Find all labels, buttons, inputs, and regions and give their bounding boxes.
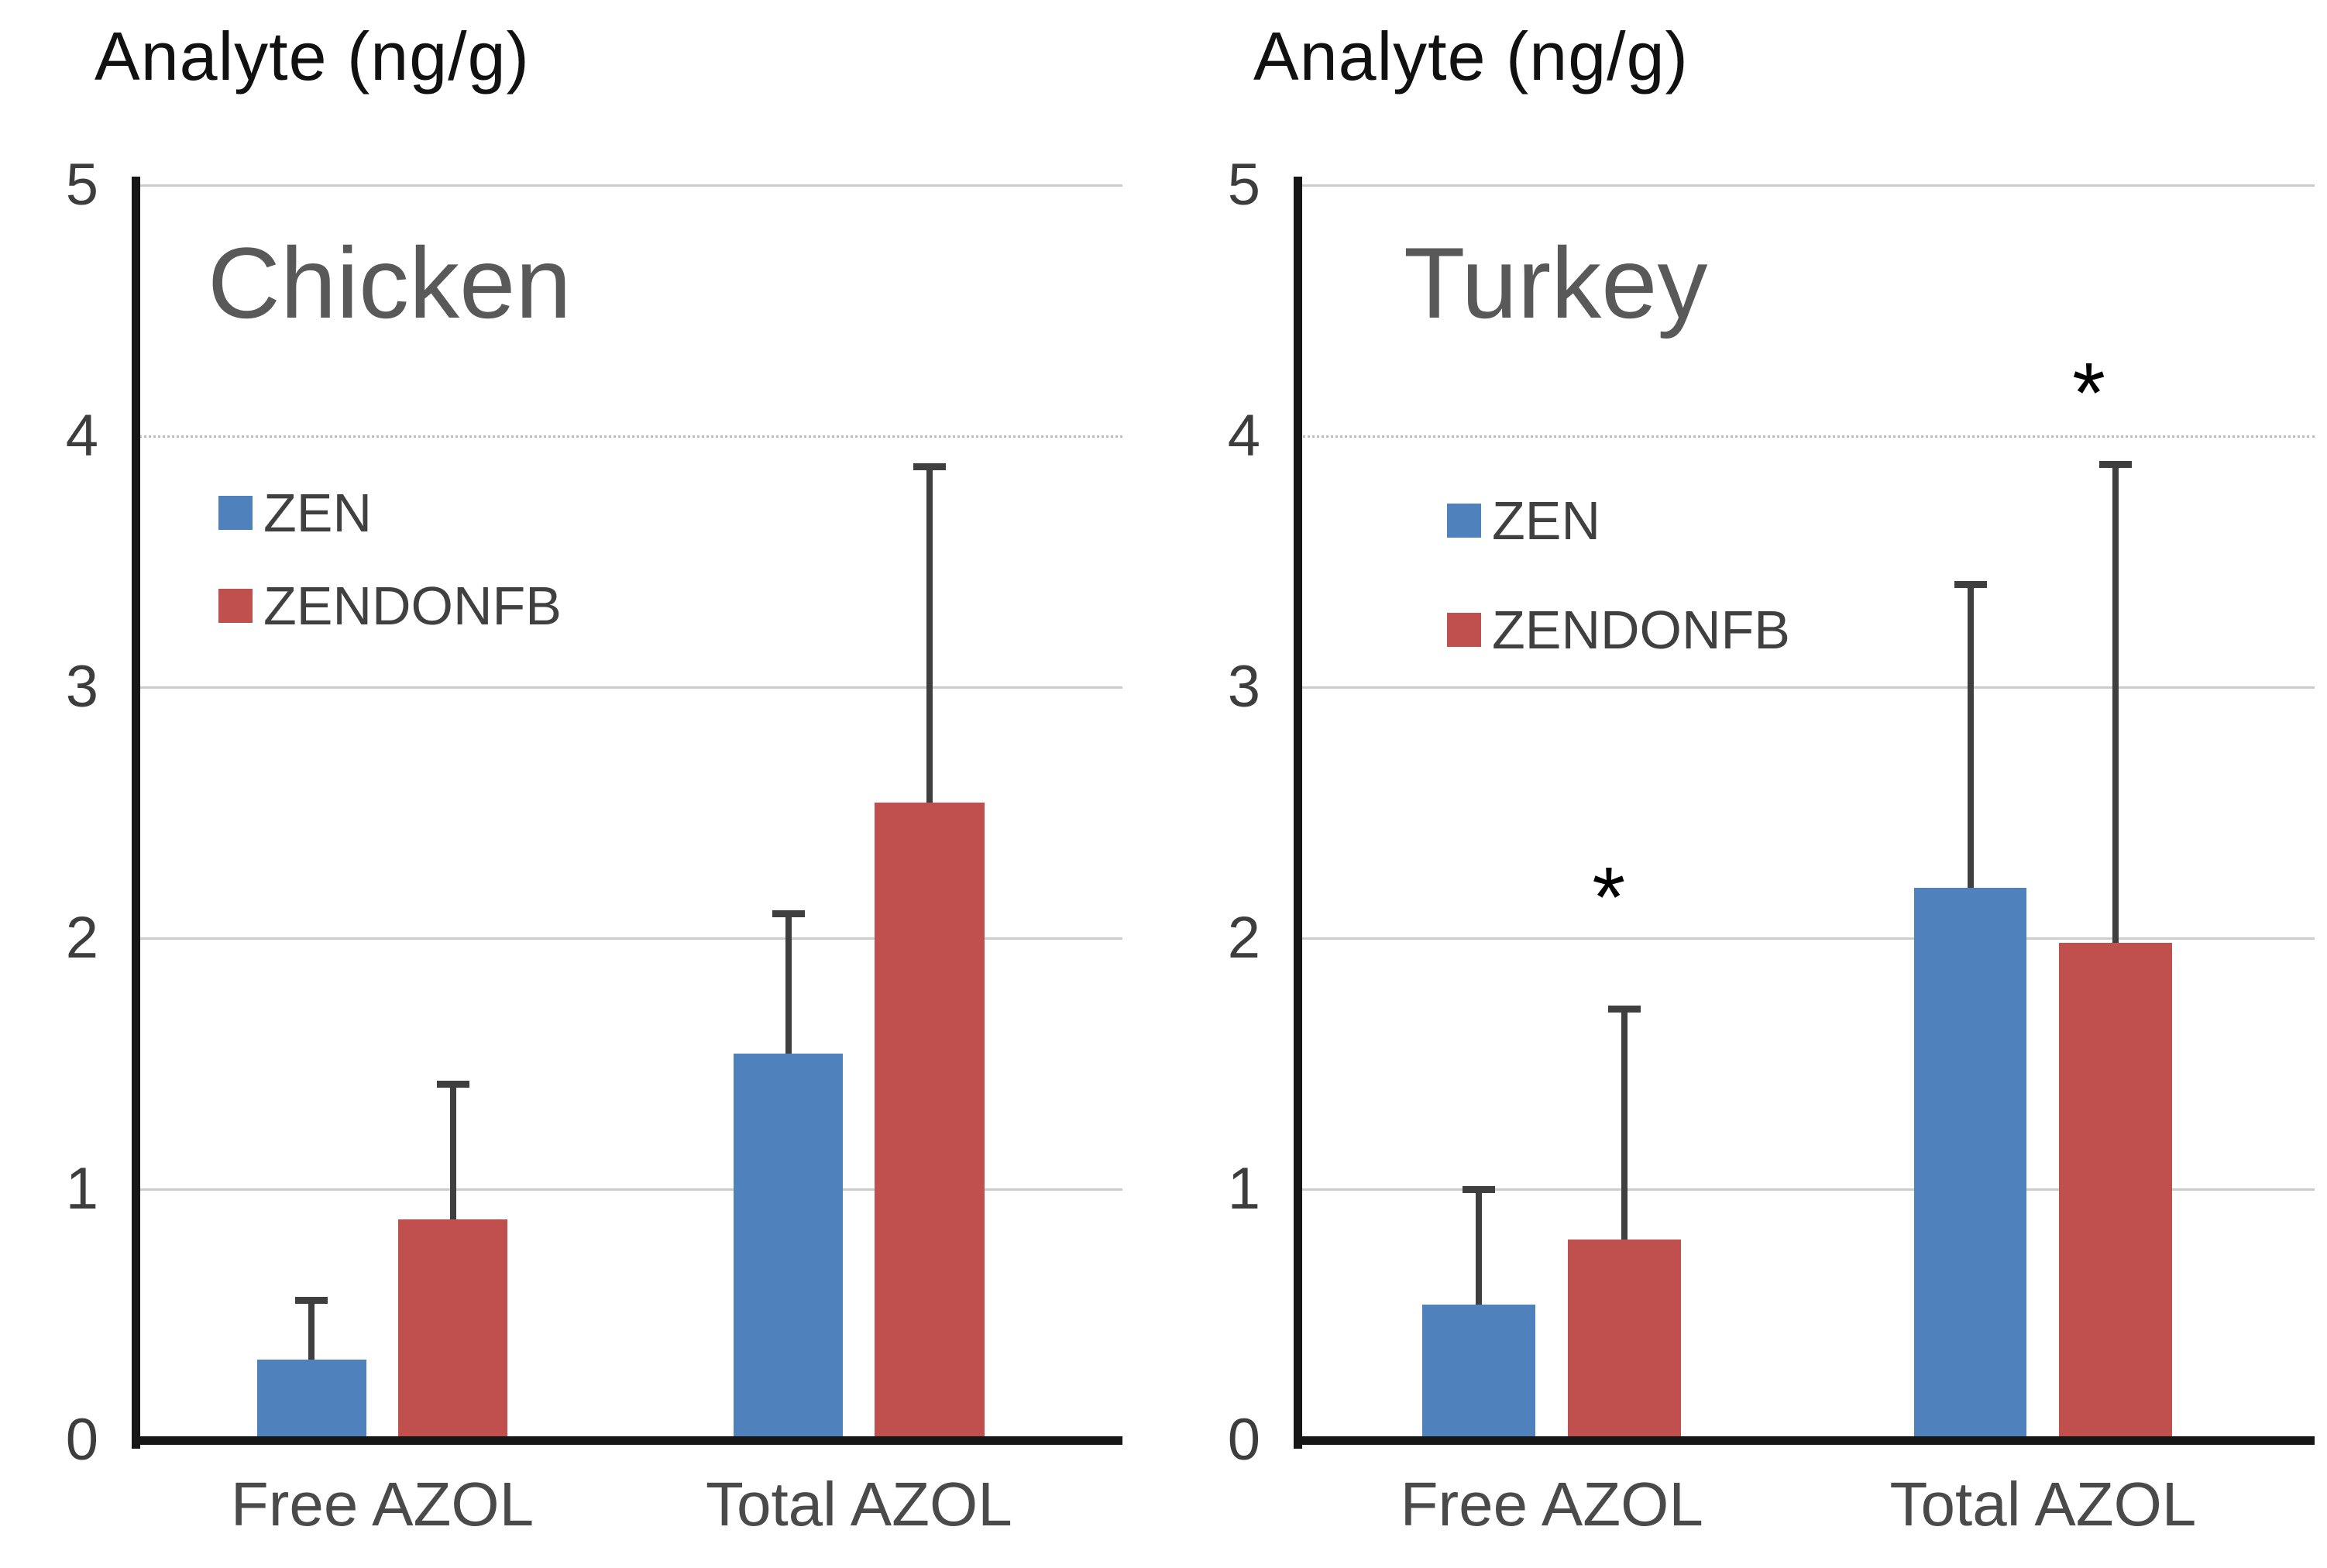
y-axis-line	[132, 177, 140, 1449]
gridline-y1	[136, 1188, 1122, 1191]
x-axis-line	[132, 1436, 1122, 1445]
panel-title: Turkey	[1404, 226, 1708, 339]
legend-label-zen: ZEN	[1492, 490, 1600, 551]
y-axis-title: Analyte (ng/g)	[1253, 18, 1689, 95]
error-bar-zendonfb-total-azol	[926, 466, 933, 803]
error-bar-cap-zen-total-azol	[1954, 581, 1987, 589]
y-tick-label-5: 5	[65, 152, 98, 218]
bar-zen-free-azol	[1422, 1305, 1536, 1440]
legend-label-zendonfb: ZENDONFB	[263, 576, 562, 636]
significance-asterisk-total-azol: *	[2072, 346, 2105, 442]
error-bar-cap-zendonfb-free-azol	[436, 1080, 469, 1088]
y-axis-line	[1294, 177, 1302, 1449]
error-bar-zen-free-azol	[308, 1299, 315, 1360]
error-bar-zendonfb-free-azol	[1621, 1008, 1628, 1240]
error-bar-zen-total-azol	[1967, 584, 1974, 889]
legend-label-zen: ZEN	[263, 483, 372, 543]
bar-zen-free-azol	[256, 1360, 367, 1440]
legend-swatch-zendonfb-icon	[1447, 613, 1481, 647]
gridline-y3	[136, 686, 1122, 689]
y-tick-label-0: 0	[1227, 1407, 1260, 1473]
bar-zendonfb-total-azol	[875, 803, 985, 1440]
y-tick-label-2: 2	[65, 905, 98, 971]
error-bar-cap-zendonfb-total-azol	[2099, 460, 2133, 468]
y-tick-label-4: 4	[65, 403, 98, 469]
gridline-y2	[136, 937, 1122, 940]
gridline-y3	[1298, 686, 2315, 689]
error-bar-cap-zendonfb-free-azol	[1608, 1005, 1641, 1013]
x-category-label-free-azol: Free AZOL	[1400, 1470, 1703, 1539]
x-category-label-free-azol: Free AZOL	[230, 1470, 534, 1539]
legend-item-zen: ZEN	[1447, 493, 1600, 548]
error-bar-cap-zen-total-azol	[772, 910, 805, 917]
legend-swatch-zen-icon	[1447, 504, 1481, 538]
y-tick-label-1: 1	[1227, 1156, 1260, 1222]
legend-swatch-zendonfb-icon	[218, 589, 253, 623]
y-tick-label-5: 5	[1227, 152, 1260, 218]
bar-zen-total-azol	[1913, 888, 2027, 1440]
y-axis-title: Analyte (ng/g)	[95, 18, 530, 95]
bar-zendonfb-free-azol	[1568, 1239, 1681, 1440]
error-bar-cap-zen-free-azol	[1463, 1186, 1496, 1193]
gridline-y4	[1298, 435, 2315, 438]
error-bar-cap-zendonfb-total-azol	[913, 462, 946, 470]
y-tick-label-2: 2	[1227, 905, 1260, 971]
error-bar-zendonfb-total-azol	[2112, 463, 2119, 944]
x-axis-line	[1294, 1436, 2315, 1445]
error-bar-cap-zen-free-azol	[295, 1296, 328, 1304]
y-tick-label-1: 1	[65, 1156, 98, 1222]
x-category-label-total-azol: Total AZOL	[1889, 1470, 2197, 1539]
y-tick-label-3: 3	[65, 654, 98, 720]
gridline-y2	[1298, 937, 2315, 940]
legend-item-zendonfb: ZENDONFB	[218, 579, 562, 633]
gridline-y1	[1298, 1188, 2315, 1191]
error-bar-zendonfb-free-azol	[449, 1083, 456, 1219]
x-category-label-total-azol: Total AZOL	[705, 1470, 1012, 1539]
legend-label-zendonfb: ZENDONFB	[1492, 600, 1790, 660]
gridline-y5	[1298, 184, 2315, 187]
bar-zendonfb-total-azol	[2059, 943, 2173, 1440]
bar-zendonfb-free-azol	[397, 1219, 508, 1440]
legend-swatch-zen-icon	[218, 496, 253, 530]
gridline-y5	[136, 184, 1122, 187]
significance-asterisk-free-azol: *	[1592, 850, 1626, 946]
y-tick-label-0: 0	[65, 1407, 98, 1473]
legend-item-zen: ZEN	[218, 486, 372, 540]
gridline-y4	[136, 435, 1122, 438]
error-bar-zen-free-azol	[1476, 1189, 1483, 1305]
error-bar-zen-total-azol	[785, 913, 792, 1054]
legend-item-zendonfb: ZENDONFB	[1447, 603, 1790, 657]
y-tick-label-4: 4	[1227, 403, 1260, 469]
panel-title: Chicken	[208, 226, 572, 339]
y-tick-label-3: 3	[1227, 654, 1260, 720]
bar-zen-total-azol	[734, 1054, 844, 1440]
